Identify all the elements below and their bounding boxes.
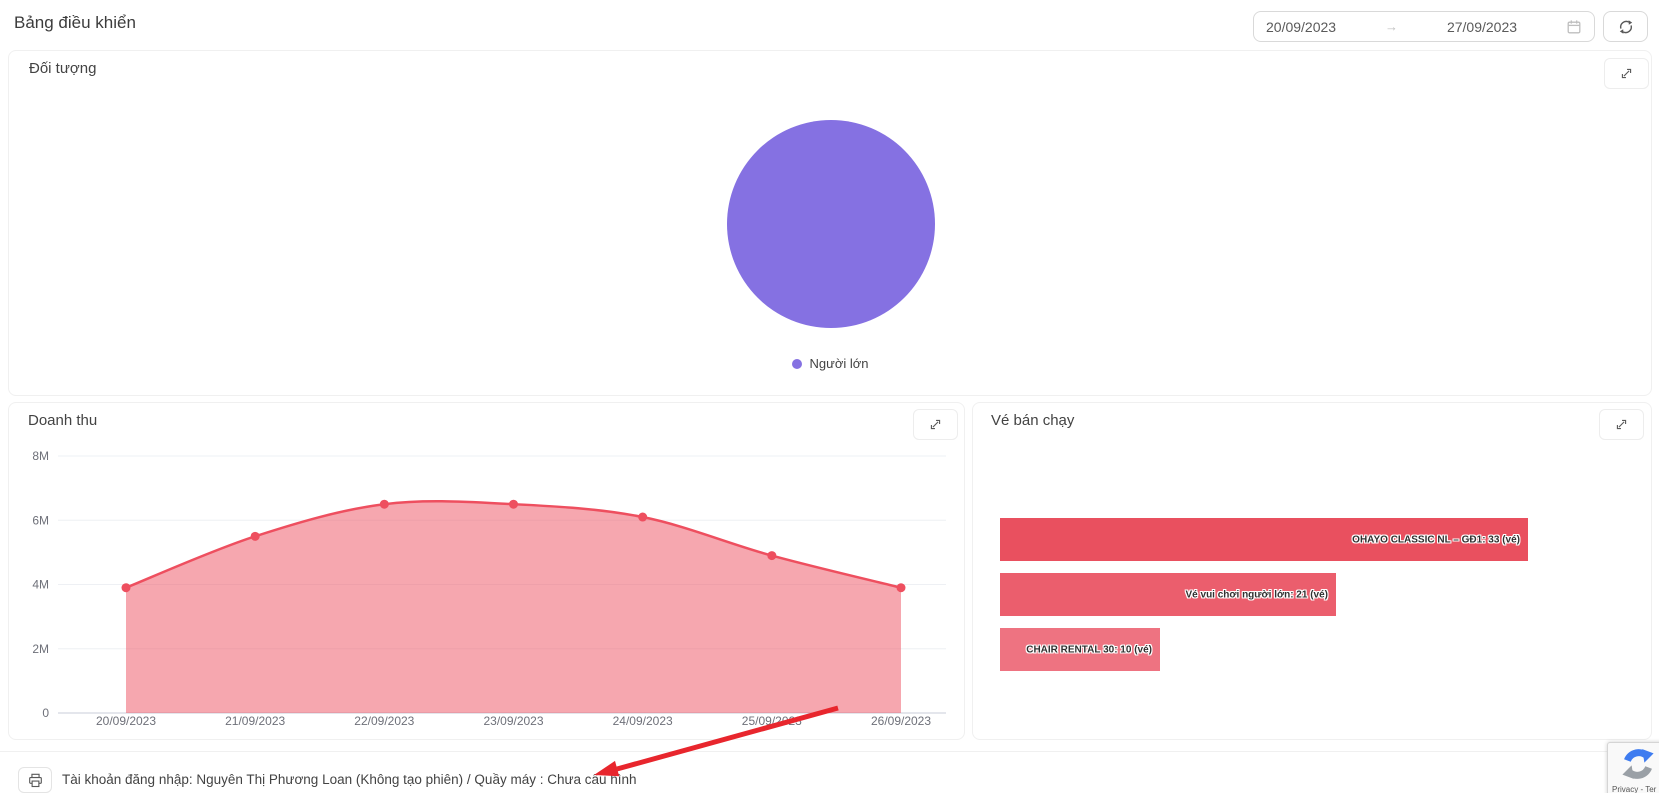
y-axis-label: 6M bbox=[32, 513, 49, 527]
bar-label: Vé vui chơi người lớn: 21 (vé) bbox=[1185, 589, 1329, 600]
bar-1: OHAYO CLASSIC NL – GĐ1: 33 (vé) bbox=[1000, 518, 1528, 561]
page-title: Bảng điều khiển bbox=[14, 13, 136, 32]
panel-tickets-title: Vé bán chạy bbox=[991, 412, 1075, 429]
revenue-expand-button[interactable] bbox=[913, 409, 958, 440]
refresh-icon bbox=[1618, 19, 1634, 35]
data-point bbox=[379, 499, 389, 509]
footer-bar: Tài khoản đăng nhập: Nguyên Thị Phương L… bbox=[0, 751, 1659, 793]
bar-label: CHAIR RENTAL 30: 10 (vé) bbox=[1026, 644, 1152, 655]
legend-item[interactable]: Người lớn bbox=[791, 356, 869, 371]
revenue-area-fill bbox=[126, 501, 901, 713]
x-axis-label: 23/09/2023 bbox=[483, 714, 543, 728]
panel-revenue: Doanh thu 8M 6M 4M 2M 0 20/09/2023 21/09/2023 2… bbox=[8, 402, 965, 740]
recaptcha-privacy-link[interactable]: Privacy - Ter bbox=[1612, 785, 1657, 793]
recaptcha-badge[interactable]: Privacy - Ter bbox=[1607, 742, 1659, 793]
data-point bbox=[638, 512, 648, 522]
bar-label: OHAYO CLASSIC NL – GĐ1: 33 (vé) bbox=[1352, 534, 1520, 545]
x-axis-label: 22/09/2023 bbox=[354, 714, 414, 728]
data-point bbox=[896, 583, 906, 593]
tickets-bars: OHAYO CLASSIC NL – GĐ1: 33 (vé) Vé vui ch… bbox=[973, 403, 1651, 739]
bar-2: Vé vui chơi người lớn: 21 (vé) bbox=[1000, 573, 1336, 616]
expand-icon bbox=[929, 418, 942, 431]
login-status-text: Tài khoản đăng nhập: Nguyên Thị Phương L… bbox=[62, 772, 637, 787]
pie-chart bbox=[727, 120, 935, 328]
data-point bbox=[121, 583, 131, 593]
x-axis-label: 24/09/2023 bbox=[613, 714, 673, 728]
x-axis-label: 20/09/2023 bbox=[96, 714, 156, 728]
legend-dot bbox=[791, 358, 802, 369]
date-range-arrow: → bbox=[1385, 19, 1399, 34]
panel-revenue-title: Doanh thu bbox=[28, 412, 98, 429]
y-axis-label: 0 bbox=[42, 706, 49, 720]
date-range-start[interactable]: 20/09/2023 bbox=[1266, 18, 1337, 35]
y-axis-label: 2M bbox=[32, 642, 49, 656]
expand-icon bbox=[1620, 67, 1633, 80]
legend-label: Người lớn bbox=[809, 356, 869, 371]
date-range-end[interactable]: 27/09/2023 bbox=[1446, 18, 1518, 35]
x-axis-label: 26/09/2023 bbox=[871, 714, 931, 728]
tickets-expand-button[interactable] bbox=[1599, 409, 1644, 440]
bar-3: CHAIR RENTAL 30: 10 (vé) bbox=[1000, 628, 1160, 671]
print-button[interactable] bbox=[18, 767, 52, 793]
panel-subjects-title: Đối tượng bbox=[29, 60, 97, 77]
pie-legend[interactable]: Người lớn bbox=[9, 356, 1651, 371]
revenue-chart[interactable]: 8M 6M 4M 2M 0 20/09/2023 21/09/2023 22/09/2023 2… bbox=[9, 403, 964, 739]
panel-subjects: Đối tượng Người lớn bbox=[8, 50, 1652, 396]
calendar-icon bbox=[1566, 19, 1582, 35]
x-axis-label: 25/09/2023 bbox=[742, 714, 802, 728]
x-axis-label: 21/09/2023 bbox=[225, 714, 285, 728]
printer-icon bbox=[28, 773, 43, 788]
data-point bbox=[767, 551, 777, 561]
y-axis-label: 8M bbox=[32, 449, 49, 463]
y-axis-label: 4M bbox=[32, 578, 49, 592]
data-point bbox=[509, 499, 518, 509]
expand-icon bbox=[1615, 418, 1628, 431]
data-point bbox=[250, 531, 260, 541]
subjects-expand-button[interactable] bbox=[1604, 58, 1649, 89]
panel-tickets: Vé bán chạy OHAYO CLASSIC NL – GĐ1: 33 (… bbox=[972, 402, 1652, 740]
refresh-button[interactable] bbox=[1603, 11, 1648, 42]
date-range-picker[interactable]: 20/09/2023 → 27/09/2023 bbox=[1253, 11, 1595, 42]
